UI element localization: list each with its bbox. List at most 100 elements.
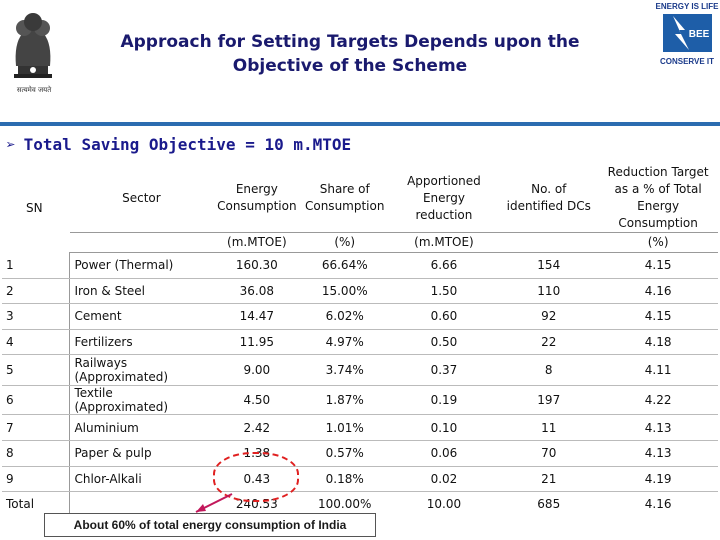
cell-energy: 36.08 [212,278,301,305]
cell-energy: 160.30 [212,252,301,279]
header-energy: Energy Consumption [217,182,297,213]
cell-share: 1.87% [300,385,389,416]
cell-sector: Iron & Steel [69,278,213,305]
cell-dcs: 154 [499,252,599,279]
table-header-row: SN Sector Energy Consumption Share of Co… [2,164,718,233]
cell-share: 0.18% [300,466,389,493]
cell-energy: 9.00 [212,354,301,387]
cell-sector: Fertilizers [69,329,213,356]
cell-share: 3.74% [300,354,389,387]
cell-share: 66.64% [300,252,389,279]
unit-sector [69,232,213,253]
callout-box: About 60% of total energy consumption of… [44,513,376,537]
cell-sn: 5 [2,354,71,387]
header-dcs: No. of identified DCs [506,182,591,213]
cell-apportioned: 1.50 [388,278,500,305]
total-share: 100.00% [318,497,372,512]
header-sector: Sector [122,190,161,205]
table-row: 6 Textile (Approximated) 4.50 1.87% 0.19… [2,385,718,416]
header-divider [0,122,720,126]
highlight-ellipse [213,452,299,502]
unit-energy: (m.MTOE) [212,232,301,253]
cell-sn: 9 [2,466,71,493]
cell-reduction: 4.15 [598,303,718,330]
cell-apportioned: 0.19 [388,385,500,416]
logo-text-top: ENERGY IS LIFE [656,2,720,11]
cell-sector: Textile (Approximated) [69,385,213,416]
cell-dcs: 11 [499,414,599,441]
national-emblem-icon [4,4,62,96]
cell-reduction: 4.13 [598,414,718,441]
objective-bullet: ➢ Total Saving Objective = 10 m.MTOE [6,135,351,154]
cell-sector: Aluminium [69,414,213,441]
cell-reduction: 4.16 [598,278,718,305]
cell-apportioned: 0.02 [388,466,500,493]
table-row: 7 Aluminium 2.42 1.01% 0.10 11 4.13 [2,414,718,441]
cell-apportioned: 0.60 [388,303,500,330]
cell-dcs: 21 [499,466,599,493]
cell-reduction: 4.18 [598,329,718,356]
bee-logo: ENERGY IS LIFE BEE CONSERVE IT [655,0,720,70]
cell-reduction: 4.13 [598,440,718,467]
cell-sn: 3 [2,303,71,330]
cell-sector: Chlor-Alkali [69,466,213,493]
header-sn: SN [26,200,43,215]
cell-share: 0.57% [300,440,389,467]
slide-header: सत्यमेव जयते Approach for Setting Target… [0,0,720,118]
total-reduction: 4.16 [644,497,672,512]
sector-targets-table: SN Sector Energy Consumption Share of Co… [2,164,718,517]
unit-apportioned: (m.MTOE) [388,232,500,253]
cell-share: 6.02% [300,303,389,330]
objective-label: Total Saving Objective = 10 m.MTOE [23,135,352,154]
cell-apportioned: 6.66 [388,252,500,279]
cell-sn: 8 [2,440,71,467]
cell-reduction: 4.11 [598,354,718,387]
total-label: Total [2,491,71,517]
table-total-row: Total 240.53 100.00% 10.00 685 4.16 [2,491,718,517]
title-line-2: Objective of the Scheme [232,56,468,76]
cell-dcs: 70 [499,440,599,467]
cell-sector: Railways (Approximated) [69,354,213,387]
header-share: Share of Consumption [304,182,385,213]
cell-energy: 14.47 [212,303,301,330]
table-row: 2 Iron & Steel 36.08 15.00% 1.50 110 4.1… [2,278,718,305]
cell-apportioned: 0.50 [388,329,500,356]
table-row: 1 Power (Thermal) 160.30 66.64% 6.66 154… [2,252,718,279]
cell-reduction: 4.19 [598,466,718,493]
cell-energy: 2.42 [212,414,301,441]
total-dcs: 685 [537,497,561,512]
cell-sn: 6 [2,385,71,416]
cell-apportioned: 0.06 [388,440,500,467]
unit-share: (%) [300,232,389,253]
cell-dcs: 110 [499,278,599,305]
cell-dcs: 22 [499,329,599,356]
unit-reduction: (%) [598,232,718,253]
table-units-row: (m.MTOE) (%) (m.MTOE) (%) [2,232,718,253]
cell-sector: Paper & pulp [69,440,213,467]
header-apportioned: Apportioned Energy reduction [407,173,481,222]
cell-reduction: 4.15 [598,252,718,279]
cell-sector: Cement [69,303,213,330]
table-row: 9 Chlor-Alkali 0.43 0.18% 0.02 21 4.19 [2,466,718,493]
cell-sn: 7 [2,414,71,441]
emblem-caption: सत्यमेव जयते [16,86,52,94]
cell-energy: 11.95 [212,329,301,356]
cell-reduction: 4.22 [598,385,718,416]
header-reduction: Reduction Target as a % of Total Energy … [607,165,709,230]
page-title: Approach for Setting Targets Depends upo… [70,30,630,78]
cell-share: 1.01% [300,414,389,441]
table-row: 3 Cement 14.47 6.02% 0.60 92 4.15 [2,303,718,330]
cell-sector: Power (Thermal) [69,252,213,279]
cell-share: 4.97% [300,329,389,356]
cell-apportioned: 0.37 [388,354,500,387]
cell-sn: 4 [2,329,71,356]
title-line-1: Approach for Setting Targets Depends upo… [120,32,580,52]
total-apportioned: 10.00 [426,497,462,512]
cell-dcs: 92 [499,303,599,330]
cell-share: 15.00% [300,278,389,305]
cell-dcs: 8 [499,354,599,387]
cell-sn: 2 [2,278,71,305]
cell-energy: 4.50 [212,385,301,416]
table-row: 4 Fertilizers 11.95 4.97% 0.50 22 4.18 [2,329,718,356]
unit-dcs [499,232,599,253]
